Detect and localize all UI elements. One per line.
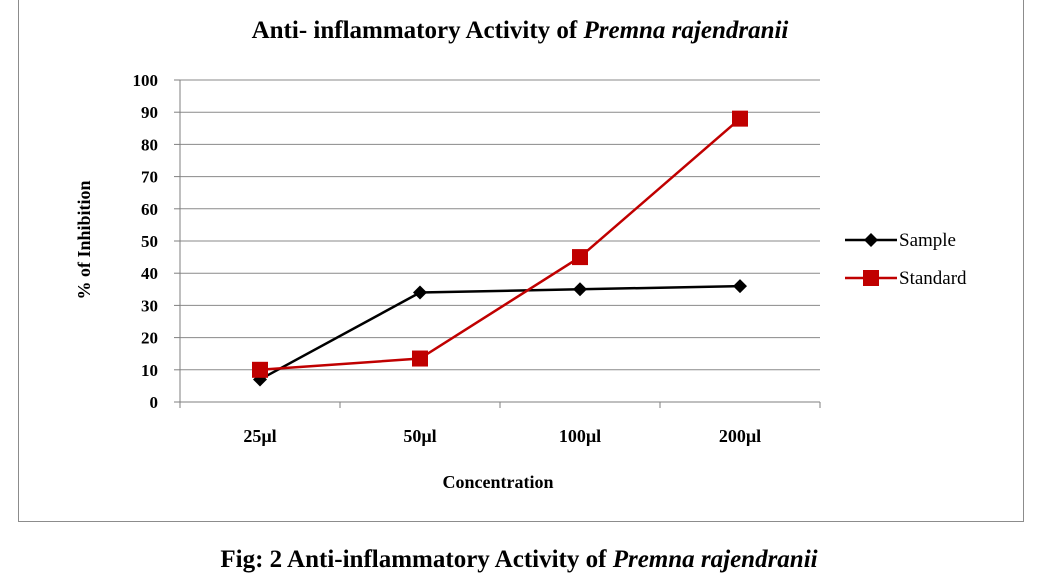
chart-title-prefix: Anti- inflammatory Activity of	[252, 17, 584, 44]
chart-title-italic: Premna rajendranii	[582, 17, 788, 44]
legend-label-1: Standard	[899, 268, 967, 289]
gridlines	[180, 79, 820, 371]
line-chart: Anti- inflammatory Activity of Premna ra…	[74, 17, 967, 492]
legend: Sample Standard	[845, 230, 967, 289]
y-tick-label-90: 90	[141, 103, 158, 122]
y-tick-label-70: 70	[141, 168, 158, 187]
y-tick-label-20: 20	[141, 329, 158, 348]
y-tick-label-50: 50	[141, 232, 158, 251]
y-tick-label-10: 10	[141, 361, 158, 380]
series-1-point-2	[572, 249, 588, 266]
series-0	[253, 279, 747, 387]
series-layer	[252, 110, 748, 387]
x-tick-label-1: 50µl	[403, 426, 436, 446]
series-line-1	[259, 117, 741, 372]
chart-frame	[18, 0, 1024, 522]
x-tick-label-2: 100µl	[559, 426, 601, 446]
y-tick-label-0: 0	[150, 393, 159, 412]
legend-marker-0	[864, 233, 878, 247]
series-1-point-0	[252, 361, 268, 378]
y-tick-label-100: 100	[133, 71, 159, 90]
y-tick-label-80: 80	[141, 135, 158, 154]
chart-title: Anti- inflammatory Activity of Premna ra…	[252, 17, 789, 44]
series-0-point-3	[733, 279, 747, 294]
x-axis-title: Concentration	[443, 472, 554, 492]
series-1-point-1	[412, 350, 428, 367]
x-tick-label-3: 200µl	[719, 426, 761, 446]
figure-caption: Fig: 2 Anti-inflammatory Activity of Pre…	[0, 546, 1038, 574]
y-tick-label-30: 30	[141, 296, 158, 315]
y-axis-title: % of Inhibition	[74, 180, 94, 299]
series-line-0	[259, 284, 741, 381]
y-tick-label-40: 40	[141, 264, 158, 283]
x-tick-label-0: 25µl	[243, 426, 276, 446]
series-0-point-1	[413, 285, 427, 300]
y-tick-label-60: 60	[141, 200, 158, 219]
series-1-point-3	[732, 110, 748, 127]
caption-italic: Premna rajendranii	[612, 546, 818, 573]
series-1	[252, 110, 748, 378]
legend-marker-1	[863, 270, 879, 286]
axes: 0 10 20 30 40 50 60 70 80 90 100 25µl 50µl 100µl 200µl	[133, 71, 821, 446]
series-0-point-2	[573, 282, 587, 297]
legend-label-0: Sample	[899, 230, 956, 251]
caption-prefix: Fig: 2 Anti-inflammatory Activity of	[220, 546, 613, 573]
